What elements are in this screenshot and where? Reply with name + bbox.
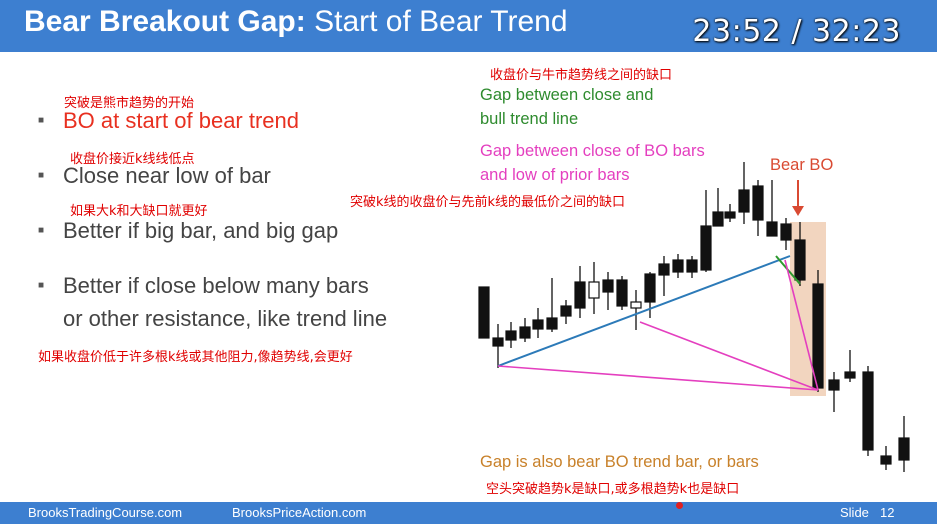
candle bbox=[880, 446, 892, 470]
gap-prior-label-line1: Gap between close of BO bars bbox=[480, 142, 705, 160]
candle bbox=[644, 272, 656, 318]
slide-title: Bear Breakout Gap: Start of Bear Trend bbox=[24, 5, 568, 39]
candle bbox=[492, 324, 504, 368]
candle bbox=[560, 300, 572, 324]
slide-header: Bear Breakout Gap: Start of Bear Trend 2… bbox=[0, 0, 937, 52]
candle bbox=[658, 256, 670, 296]
candle bbox=[505, 322, 517, 348]
bullet-marker: ■ bbox=[38, 170, 45, 181]
bullet4-line1: Better if close below many bars bbox=[63, 273, 369, 298]
gap-line-low1 bbox=[497, 365, 819, 391]
candle bbox=[700, 190, 712, 272]
candle bbox=[898, 416, 910, 472]
bullet3-chinese: 如果大k和大缺口就更好 bbox=[70, 204, 208, 219]
video-timer: 23:52 / 32:23 bbox=[692, 14, 901, 49]
bullet-marker: ■ bbox=[38, 115, 45, 126]
candle bbox=[766, 180, 778, 237]
candle bbox=[672, 254, 684, 278]
bull-trend-line bbox=[497, 255, 791, 367]
footer-site-middle: BrooksPriceAction.com bbox=[232, 505, 367, 520]
bullet4-chinese: 如果收盘价低于许多根k线或其他阻力,像趋势线,会更好 bbox=[38, 350, 353, 365]
candle bbox=[546, 278, 558, 332]
candle bbox=[519, 318, 531, 342]
candle bbox=[712, 188, 724, 227]
gap-trendbar-chinese: 空头突破趋势k是缺口,或多根趋势k也是缺口 bbox=[486, 482, 740, 497]
bullet2-text: Close near low of bar bbox=[63, 163, 271, 188]
footer-slide-number: 12 bbox=[880, 505, 895, 520]
slide-title-bold: Bear Breakout Gap: bbox=[24, 5, 306, 38]
bullet-marker: ■ bbox=[38, 225, 45, 236]
candle bbox=[532, 308, 544, 338]
slide-title-rest: Start of Bear Trend bbox=[314, 5, 568, 38]
gap-trendbar-label: Gap is also bear BO trend bar, or bars bbox=[480, 453, 759, 471]
candle bbox=[686, 256, 698, 278]
cursor-dot bbox=[676, 502, 683, 509]
candle bbox=[588, 262, 600, 314]
candle bbox=[738, 162, 750, 224]
gap-line-low3 bbox=[784, 259, 819, 391]
candles bbox=[478, 162, 910, 472]
candle bbox=[630, 290, 642, 330]
candle bbox=[844, 350, 856, 382]
bear-bo-label: Bear BO bbox=[770, 156, 834, 174]
gap-prior-label-line2: and low of prior bars bbox=[480, 166, 630, 184]
gap-trendline-label-line1: Gap between close and bbox=[480, 86, 654, 104]
candle bbox=[752, 180, 764, 236]
bullet3-text: Better if big bar, and big gap bbox=[63, 218, 339, 243]
gap-trendline-label-line2: bull trend line bbox=[480, 110, 579, 128]
bullet2-chinese: 收盘价接近k线线低点 bbox=[70, 152, 195, 167]
bullet1-chinese: 突破是熊市趋势的开始 bbox=[64, 96, 195, 111]
candle bbox=[724, 204, 736, 222]
slide-footer: BrooksTradingCourse.com BrooksPriceActio… bbox=[0, 502, 937, 524]
candle bbox=[862, 366, 874, 456]
gap-prior-chinese: 突破k线的收盘价与先前k线的最低价之间的缺口 bbox=[350, 195, 626, 210]
bear-bo-arrow-head bbox=[792, 206, 804, 216]
candle bbox=[616, 276, 628, 310]
bullet4-line2: or other resistance, like trend line bbox=[63, 306, 388, 331]
candle bbox=[780, 218, 792, 250]
gap-trendline-chinese: 收盘价与牛市趋势线之间的缺口 bbox=[490, 68, 673, 83]
bullet-marker: ■ bbox=[38, 280, 45, 291]
bullet1-text: BO at start of bear trend bbox=[63, 108, 300, 133]
candle bbox=[828, 372, 840, 412]
footer-slide-label: Slide bbox=[840, 505, 869, 520]
candle bbox=[602, 272, 614, 310]
candle bbox=[478, 286, 490, 339]
footer-site-left: BrooksTradingCourse.com bbox=[28, 505, 183, 520]
candle bbox=[794, 222, 806, 286]
gap-line-low2 bbox=[639, 321, 819, 391]
candle bbox=[574, 266, 586, 318]
